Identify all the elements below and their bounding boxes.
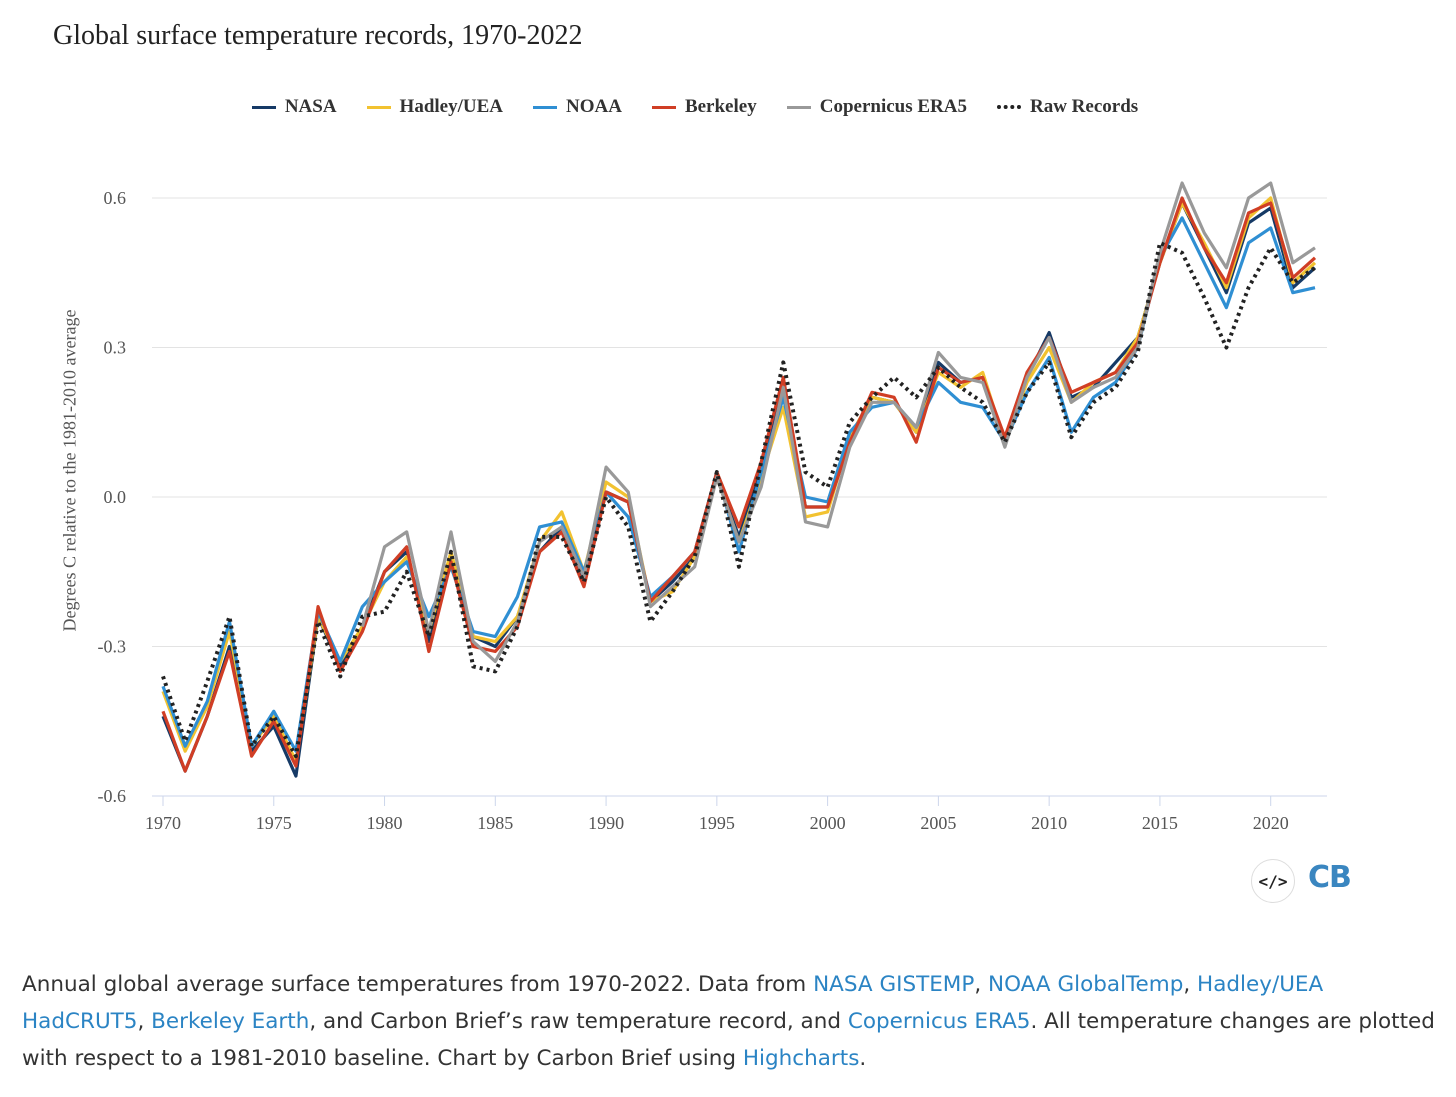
link-copernicus-era5[interactable]: Copernicus ERA5 xyxy=(847,1009,1031,1034)
legend-label: NASA xyxy=(284,96,337,117)
legend-swatch xyxy=(651,105,676,109)
caption-text: . All temperature changes are plotted wi… xyxy=(22,1009,1435,1071)
legend-label: NOAA xyxy=(566,96,622,117)
caption-text: , and Carbon Brief’s raw temperature rec… xyxy=(309,1009,848,1034)
series-line-noaa xyxy=(161,216,1316,753)
x-tick-label: 2020 xyxy=(1253,813,1289,833)
legend-label: Raw Records xyxy=(1029,96,1139,117)
caption-text: , xyxy=(1183,972,1198,997)
legend-item-raw-records[interactable]: Raw Records xyxy=(996,96,1139,118)
series-line-nasa xyxy=(161,201,1317,778)
x-tick-label: 1970 xyxy=(145,813,181,833)
caption-text: , xyxy=(137,1009,152,1034)
legend-swatch xyxy=(786,105,811,109)
x-tick-label: 2015 xyxy=(1142,813,1178,833)
x-tick-label: 2010 xyxy=(1031,813,1067,833)
legend: NASA Hadley/UEA NOAA Berkeley Copernicus ERA… xyxy=(0,96,1390,118)
link-nasa-gistemp[interactable]: NASA GISTEMP xyxy=(813,972,975,997)
chart-plot: 0.6 0.3 0.0 -0.3 -0.6 1970 1975 1980 1985 1990 199… xyxy=(98,181,1327,833)
x-tick-label: 1975 xyxy=(256,813,292,833)
caption-text: , xyxy=(974,972,988,997)
legend-label: Berkeley xyxy=(684,96,757,117)
caption-text: . xyxy=(859,1046,867,1071)
y-tick-label: 0.0 xyxy=(104,487,127,507)
chart-caption: Annual global average surface temperatur… xyxy=(22,966,1442,1077)
x-tick-label: 1995 xyxy=(699,813,735,833)
y-axis-label: Degrees C relative to the 1981-2010 aver… xyxy=(59,309,80,632)
carbon-brief-logo[interactable]: CB xyxy=(1308,860,1352,895)
legend-item-noaa[interactable]: NOAA xyxy=(533,96,622,118)
x-tick-label: 2000 xyxy=(810,813,846,833)
y-tick-label: -0.6 xyxy=(98,786,127,806)
legend-item-hadley-uea[interactable]: Hadley/UEA xyxy=(366,96,503,118)
series-line-copernicus-era5 xyxy=(360,181,1316,664)
caption-text: Annual global average surface temperatur… xyxy=(22,972,814,997)
legend-swatch xyxy=(996,105,1021,109)
embed-code-icon[interactable]: </> xyxy=(1251,859,1295,903)
series-line-hadley-uea xyxy=(161,196,1317,763)
y-tick-label: 0.6 xyxy=(104,188,127,208)
series-line-raw-records xyxy=(161,240,1317,759)
legend-label: Copernicus ERA5 xyxy=(819,96,967,117)
y-tick-label: 0.3 xyxy=(104,338,127,358)
x-tick-label: 1985 xyxy=(477,813,513,833)
legend-item-copernicus-era5[interactable]: Copernicus ERA5 xyxy=(786,96,967,118)
x-tick-label: 2005 xyxy=(920,813,956,833)
x-tick-label: 1990 xyxy=(588,813,624,833)
legend-swatch xyxy=(366,105,391,109)
link-berkeley-earth[interactable]: Berkeley Earth xyxy=(151,1009,310,1034)
series-line-berkeley xyxy=(161,196,1317,773)
chart-title: Global surface temperature records, 1970… xyxy=(53,20,583,51)
link-highcharts[interactable]: Highcharts xyxy=(742,1046,860,1071)
x-tick-label: 1980 xyxy=(367,813,403,833)
legend-swatch xyxy=(533,105,557,109)
y-tick-label: -0.3 xyxy=(98,637,127,657)
legend-label: Hadley/UEA xyxy=(399,96,503,117)
legend-item-berkeley[interactable]: Berkeley xyxy=(651,96,757,118)
link-hadcrut5[interactable]: Hadley/UEA HadCRUT5 xyxy=(22,972,1324,1034)
legend-swatch xyxy=(251,105,276,109)
legend-item-nasa[interactable]: NASA xyxy=(251,96,337,118)
link-noaa-globaltemp[interactable]: NOAA GlobalTemp xyxy=(988,972,1184,997)
